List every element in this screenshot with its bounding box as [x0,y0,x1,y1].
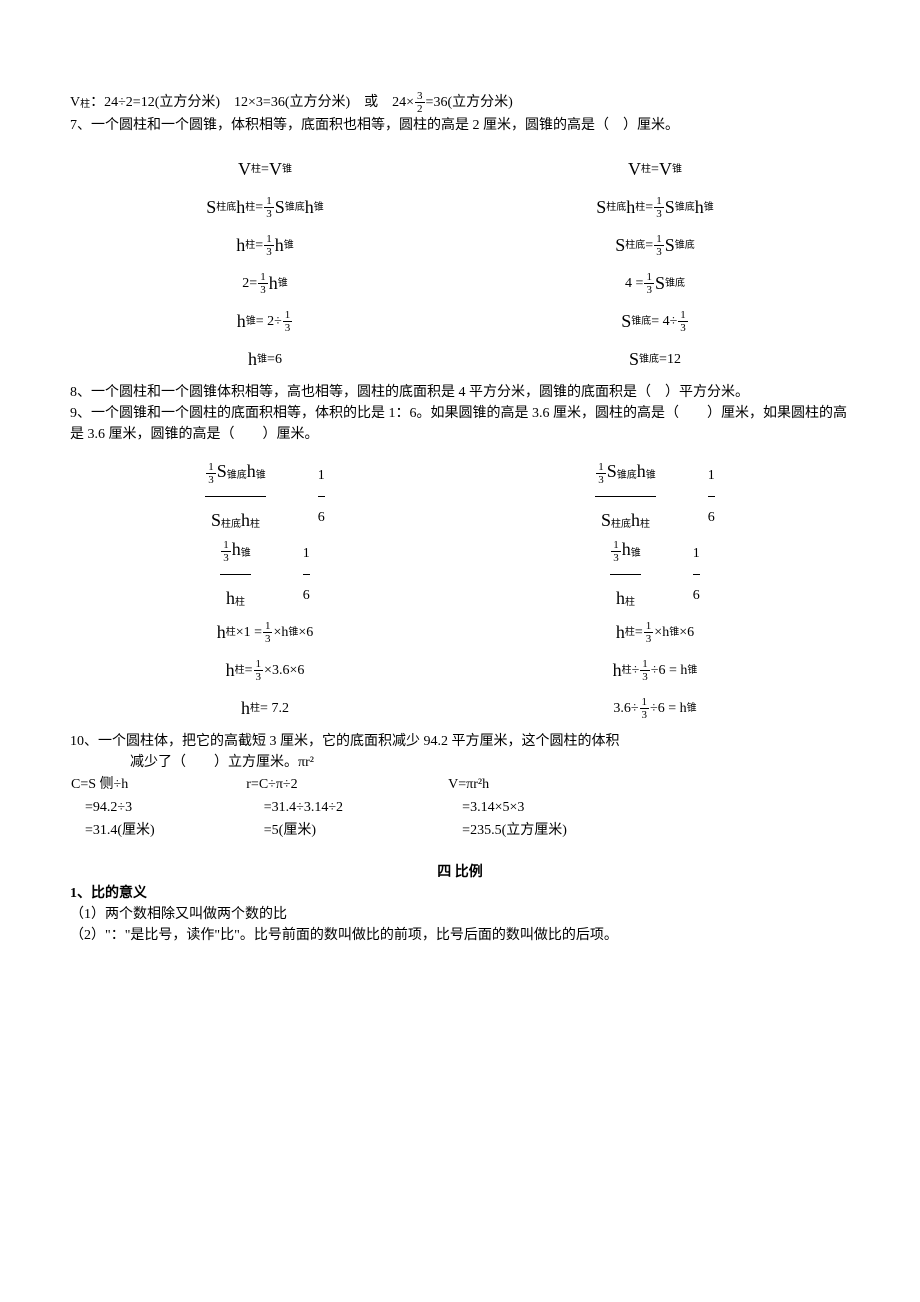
question-10-line2: 减少了（ ）立方厘米。πr² [70,752,850,773]
question-10: 10、一个圆柱体，把它的高截短 3 厘米，它的底面积减少 94.2 平方厘米，这… [70,731,850,752]
v-suffix: =36(立方分米) [426,95,513,110]
q9-left-col: 13S锥底h锥 S柱底h柱 16 13h锥 h柱 16 h柱×1 = 13×h锥… [70,453,460,731]
q7-equations: V柱=V锥 S柱底h柱= 13S锥底h锥 h柱= 13h锥 2= 13h锥 h锥… [70,146,850,382]
section-4-p2: （2）"："是比号，读作"比"。比号前面的数叫做比的前项，比号后面的数叫做比的后… [70,925,850,946]
question-9: 9、一个圆锥和一个圆柱的底面积相等，体积的比是 1：6。如果圆锥的高是 3.6 … [70,403,850,445]
q7-right-col: V柱=V锥 S柱底h柱= 13S锥底h锥 S柱底= 13S锥底 4 =13S锥底… [460,146,850,382]
q10-table: C=S 侧÷hr=C÷π÷2V=πr²h =94.2÷3 =31.4÷3.14÷… [70,773,694,842]
q9-equations: 13S锥底h锥 S柱底h柱 16 13h锥 h柱 16 h柱×1 = 13×h锥… [70,453,850,731]
section-4-title: 四 比例 [70,862,850,883]
line-v-cylinder: V柱：24÷2=12(立方分米) 12×3=36(立方分米) 或 24×32=3… [70,90,850,115]
section-4-p1: （1）两个数相除又叫做两个数的比 [70,904,850,925]
question-7: 7、一个圆柱和一个圆锥，体积相等，底面积也相等，圆柱的高是 2 厘米，圆锥的高是… [70,115,850,136]
q9-right-col: 13S锥底h锥 S柱底h柱 16 13h锥 h柱 16 h柱 = 13×h锥×6… [460,453,850,731]
q7-left-col: V柱=V锥 S柱底h柱= 13S锥底h锥 h柱= 13h锥 2= 13h锥 h锥… [70,146,460,382]
section-4-h1: 1、比的意义 [70,883,850,904]
v-text: ：24÷2=12(立方分米) 12×3=36(立方分米) 或 24× [90,95,414,110]
question-8: 8、一个圆柱和一个圆锥体积相等，高也相等，圆柱的底面积是 4 平方分米，圆锥的底… [70,382,850,403]
v-sub: 柱 [80,99,90,110]
v-frac: 32 [415,90,425,115]
v-symbol: V [70,95,80,110]
